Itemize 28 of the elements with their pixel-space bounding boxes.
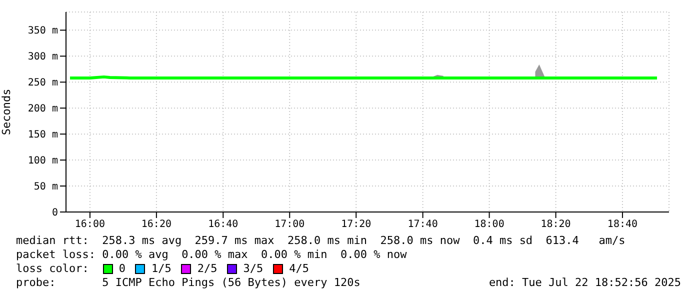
- y-axis-title: Seconds: [0, 88, 13, 136]
- legend-label: 3/5: [243, 262, 264, 276]
- x-tick-label: 18:40: [607, 219, 638, 230]
- x-tick-label: 17:40: [408, 219, 438, 230]
- text: probe: 5 ICMP Echo Pings (56 Bytes) every 120s: [16, 276, 360, 290]
- legend-label: 1/5: [151, 262, 172, 276]
- y-tick-label: 350 m: [28, 26, 58, 37]
- y-tick-label: 250 m: [28, 78, 58, 89]
- x-tick-label: 18:00: [474, 219, 504, 230]
- legend-label: 0: [118, 262, 126, 276]
- x-tick-label: 16:00: [74, 219, 106, 230]
- x-tick-label: 17:00: [274, 219, 305, 230]
- x-tick-label: 16:20: [141, 219, 172, 230]
- y-tick-label: 300 m: [28, 52, 58, 63]
- legend-label: 4/5: [289, 262, 309, 276]
- legend-label: 2/5: [197, 262, 218, 276]
- x-tick-label: 17:20: [341, 219, 372, 230]
- x-tick-label: 16:40: [208, 219, 238, 230]
- y-tick-label: 150 m: [28, 130, 58, 141]
- text: packet loss: 0.00 % avg 0.00 % max 0.00 % min 0.00 % now: [16, 248, 408, 262]
- y-tick-label: 200 m: [28, 104, 58, 115]
- x-tick-label: 18:20: [540, 219, 571, 230]
- text: end: Tue Jul 22 18:52:56 2025: [488, 276, 681, 290]
- y-tick-label: 100 m: [28, 156, 58, 167]
- legend-title: loss color:: [16, 262, 89, 276]
- y-tick-label: 50 m: [34, 182, 58, 193]
- text: median rtt: 258.3 ms avg 259.7 ms max 258.0 ms min 258.0 ms now 0.4 ms sd 613.4 am/s: [16, 234, 626, 248]
- y-tick-label: 0: [52, 208, 58, 219]
